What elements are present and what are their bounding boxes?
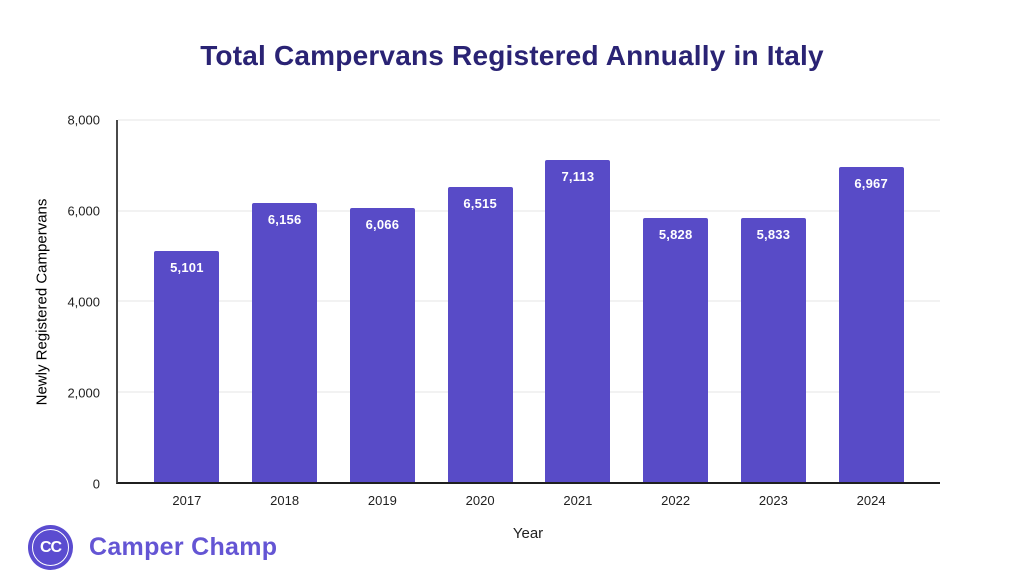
brand-logo: CC Camper Champ — [28, 525, 277, 570]
bar-2017: 5,101 — [154, 251, 220, 482]
logo-cc-monogram: CC — [39, 538, 62, 556]
bar-value-label: 6,515 — [463, 196, 497, 212]
x-tick-label: 2021 — [563, 493, 593, 508]
bar-slot: 6,066 2019 — [334, 120, 432, 508]
bar-2020: 6,515 — [447, 187, 513, 482]
bar-value-label: 5,833 — [756, 227, 791, 243]
bar-value-label: 6,066 — [365, 216, 400, 232]
bar-slot: 6,515 2020 — [431, 120, 529, 508]
bar-slot: 5,101 2017 — [138, 120, 236, 508]
logo-ring: CC — [32, 529, 69, 566]
x-tick-label: 2018 — [270, 493, 300, 508]
bar-2019: 6,066 — [349, 207, 415, 482]
bar-2018: 6,156 — [252, 203, 318, 482]
bar-2021: 7,113 — [545, 160, 611, 482]
bar-value-label: 7,113 — [561, 169, 595, 185]
camper-champ-logo-icon: CC — [28, 525, 73, 570]
x-tick-label: 2024 — [856, 493, 886, 508]
brand-name: Camper Champ — [89, 533, 278, 561]
x-tick-label: 2022 — [661, 493, 691, 508]
bar-2023: 5,833 — [740, 218, 806, 482]
y-tick-label: 4,000 — [67, 294, 100, 310]
gridline — [118, 119, 940, 121]
x-tick-label: 2020 — [465, 493, 495, 508]
plot-area: 5,101 2017 6,156 2018 6,066 2019 6,515 2020 7,11… — [116, 119, 940, 508]
x-tick-label: 2017 — [172, 493, 202, 508]
bar-2022: 5,828 — [643, 218, 709, 482]
bar-value-label: 6,967 — [854, 175, 888, 191]
bar-slot: 7,113 2021 — [529, 120, 627, 508]
y-axis-title: Newly Registered Campervans — [33, 198, 51, 406]
y-tick-label: 6,000 — [67, 203, 100, 219]
bar-value-label: 6,156 — [267, 212, 302, 228]
gridline — [118, 300, 940, 302]
bar-2024: 6,967 — [838, 166, 904, 482]
gridline — [118, 210, 940, 211]
y-axis-tick-labels: 0 2,000 4,000 6,000 8,000 — [50, 113, 108, 492]
y-tick-label: 8,000 — [67, 112, 100, 128]
x-tick-label: 2023 — [758, 493, 788, 508]
bar-slot: 5,833 2023 — [725, 120, 823, 508]
gridline — [118, 391, 940, 392]
x-tick-label: 2019 — [367, 493, 397, 508]
bar-value-label: 5,101 — [170, 260, 204, 276]
bar-value-label: 5,828 — [658, 227, 693, 243]
bar-slot: 6,967 2024 — [822, 120, 920, 508]
bar-slot: 5,828 2022 — [627, 120, 725, 508]
chart-title: Total Campervans Registered Annually in … — [200, 40, 824, 71]
bar-slot: 6,156 2018 — [236, 120, 334, 508]
x-axis-title: Year — [512, 525, 544, 542]
bar-series: 5,101 2017 6,156 2018 6,066 2019 6,515 2020 7,11… — [118, 120, 940, 508]
y-tick-label: 0 — [92, 476, 100, 492]
y-tick-label: 2,000 — [67, 385, 100, 401]
